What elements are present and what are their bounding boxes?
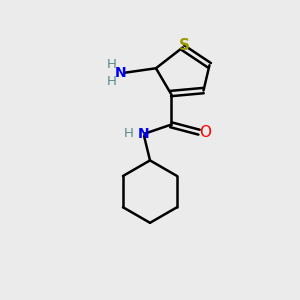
Text: N: N (115, 66, 126, 80)
Text: S: S (179, 38, 190, 53)
Text: O: O (200, 125, 211, 140)
Text: H: H (124, 127, 134, 140)
Text: H: H (106, 74, 116, 88)
Text: N: N (138, 127, 149, 141)
Text: H: H (106, 58, 116, 71)
